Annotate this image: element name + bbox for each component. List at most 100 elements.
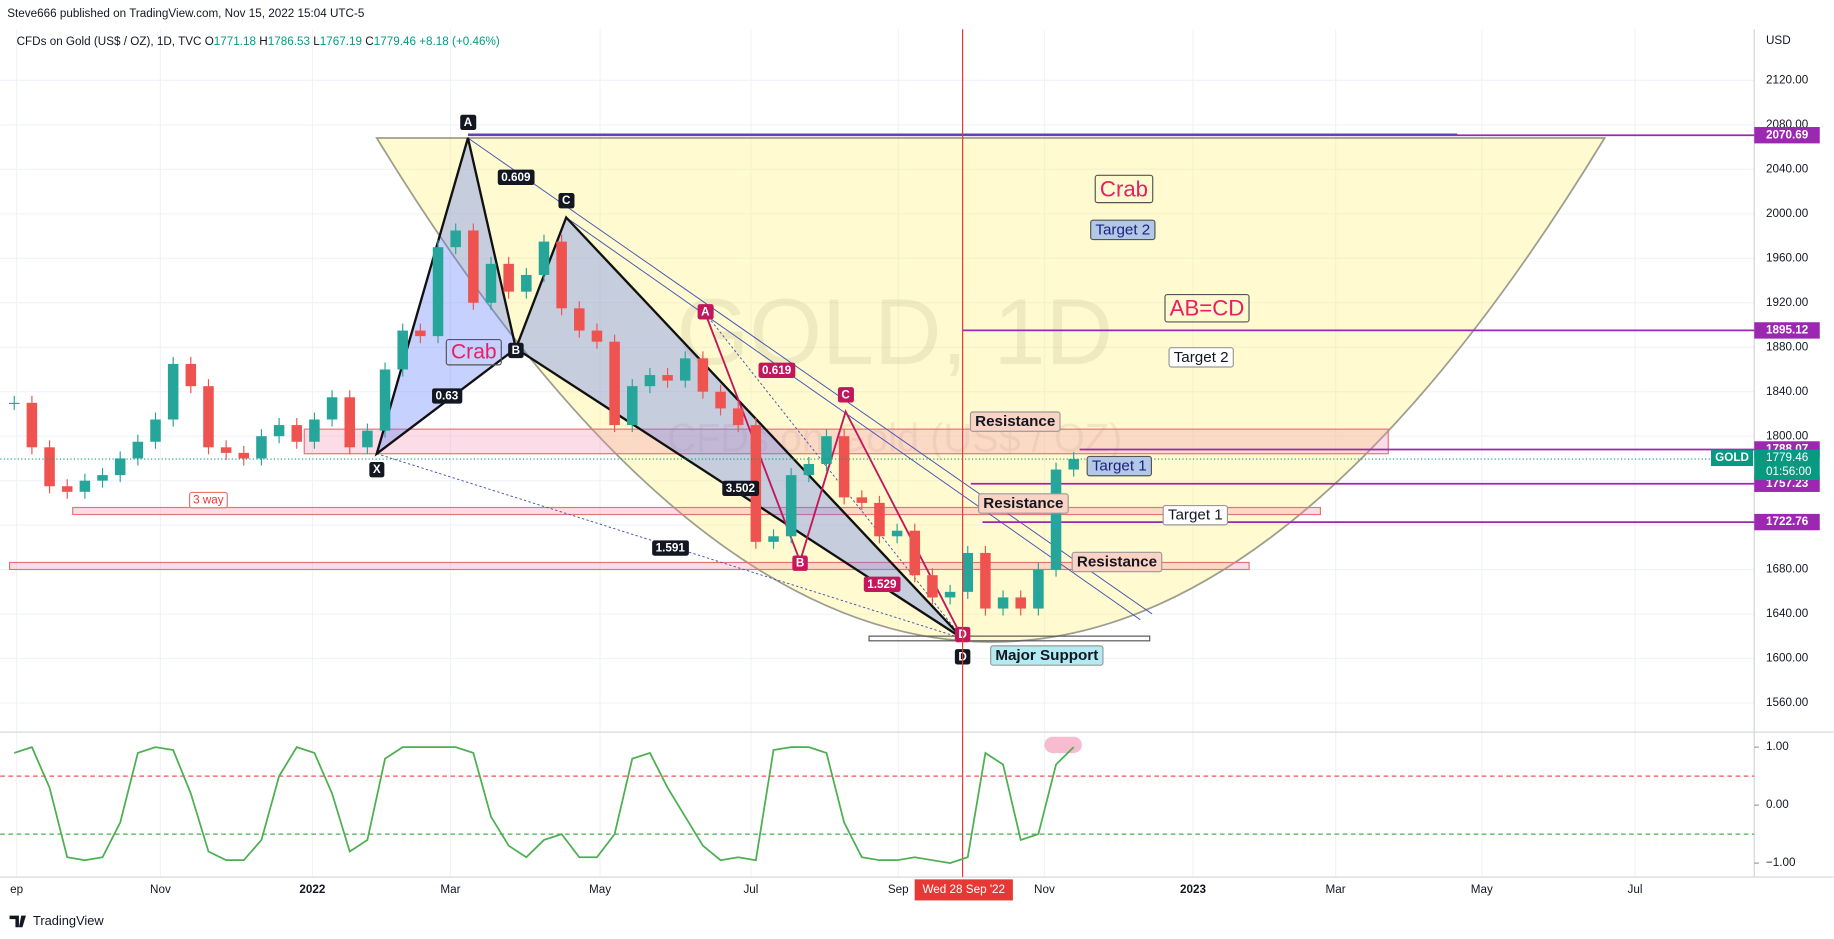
annotation: Crab	[451, 341, 497, 364]
candle	[379, 369, 391, 431]
crosshair-date-tag	[914, 879, 1013, 901]
annotation: Resistance	[1077, 553, 1157, 570]
candle	[679, 358, 691, 381]
annotation: Target 2	[1095, 221, 1150, 238]
candle	[574, 308, 585, 331]
legend-part: L	[313, 35, 320, 48]
annotation: AB=CD	[1170, 296, 1245, 321]
candle	[344, 397, 356, 448]
candle	[309, 419, 320, 442]
annotation-box	[558, 193, 575, 209]
watermark: GOLD, 1D	[676, 279, 1113, 384]
legend-part: H	[259, 35, 267, 48]
price-tag	[1754, 322, 1820, 339]
annotation-box	[758, 362, 796, 378]
candle	[61, 486, 73, 492]
x-tick-label: May	[1471, 883, 1493, 896]
legend-part: C	[365, 35, 373, 48]
candle	[697, 358, 709, 392]
annotation-box	[837, 387, 854, 403]
candle	[538, 241, 550, 275]
candle	[1050, 469, 1062, 570]
y-tick-label: 1800.00	[1766, 429, 1809, 442]
candle	[838, 436, 850, 498]
candle	[909, 530, 921, 576]
price-tag-label: 1895.12	[1766, 324, 1809, 337]
candle	[132, 441, 144, 459]
legend-part: 1779.46	[374, 35, 416, 48]
candle	[962, 552, 974, 592]
candle	[8, 402, 20, 405]
candle	[821, 436, 832, 464]
legend-part: CFDs on Gold (US$ / OZ), 1D, TVC	[17, 35, 202, 48]
x-tick-label: 2022	[299, 883, 326, 896]
y-tick-label: 1840.00	[1766, 385, 1809, 398]
price-tag	[1754, 513, 1820, 531]
y-tick-label: 1880.00	[1766, 340, 1809, 353]
crab-zone	[375, 137, 1607, 643]
y-tick-label: 1680.00	[1766, 563, 1809, 576]
candle	[44, 447, 55, 487]
publisher: Steve666 published on TradingView.com, N…	[7, 7, 365, 20]
candle	[626, 386, 638, 426]
candle	[291, 425, 303, 442]
candle	[485, 263, 497, 303]
countdown: 01:56:00	[1766, 465, 1812, 478]
candle	[1033, 569, 1044, 609]
legend-part: 1786.53	[268, 35, 310, 48]
candle	[662, 375, 673, 381]
annotation-box	[1071, 551, 1163, 573]
candle	[362, 430, 373, 448]
symbol-tag	[1710, 449, 1754, 467]
annotation-box	[1168, 347, 1234, 368]
candle	[609, 341, 620, 426]
x-tick-label: Sep	[888, 883, 909, 896]
symbol-tag-label: GOLD	[1715, 451, 1749, 464]
candle	[980, 552, 991, 609]
candle	[397, 330, 408, 370]
annotation-box	[697, 304, 714, 320]
trend-line	[376, 453, 963, 639]
price-tag	[1754, 127, 1820, 144]
candle	[803, 463, 815, 476]
candle	[1015, 597, 1026, 609]
currency: USD	[1766, 34, 1791, 47]
osc-highlight	[1044, 736, 1082, 754]
candle	[238, 452, 250, 459]
annotation: B	[512, 344, 520, 357]
annotation-box	[652, 540, 689, 556]
candle	[785, 475, 797, 537]
candle	[891, 530, 903, 537]
zone	[868, 635, 1151, 642]
annotation: 0.609	[501, 171, 531, 184]
x-tick-label: 2023	[1180, 883, 1207, 896]
annotation: X	[373, 463, 381, 476]
candle	[715, 391, 726, 409]
y-tick-label: 1600.00	[1766, 652, 1809, 665]
annotation: C	[562, 194, 571, 207]
osc-line	[13, 746, 1075, 865]
annotation: A	[701, 305, 710, 318]
legend-part: 1771.18	[214, 35, 256, 48]
annotation-box	[508, 342, 524, 359]
trend-line	[704, 313, 963, 639]
logo	[9, 915, 26, 928]
candle	[167, 363, 179, 420]
annotation: A	[464, 116, 473, 129]
annotation-box	[990, 645, 1104, 666]
candle	[556, 241, 567, 309]
candle	[927, 575, 938, 598]
candle	[150, 419, 161, 442]
trend-line	[467, 137, 1153, 615]
y-tick-label: 1920.00	[1766, 296, 1809, 309]
annotation-box	[1090, 219, 1156, 241]
candle	[944, 591, 956, 598]
x-tick-label: Mar	[1326, 883, 1346, 896]
candle	[273, 425, 285, 437]
annotation-box	[722, 480, 760, 497]
candle	[432, 247, 444, 337]
candle	[591, 330, 603, 342]
candle	[468, 230, 479, 303]
legend-part: +8.18 (+0.46%)	[419, 35, 500, 48]
